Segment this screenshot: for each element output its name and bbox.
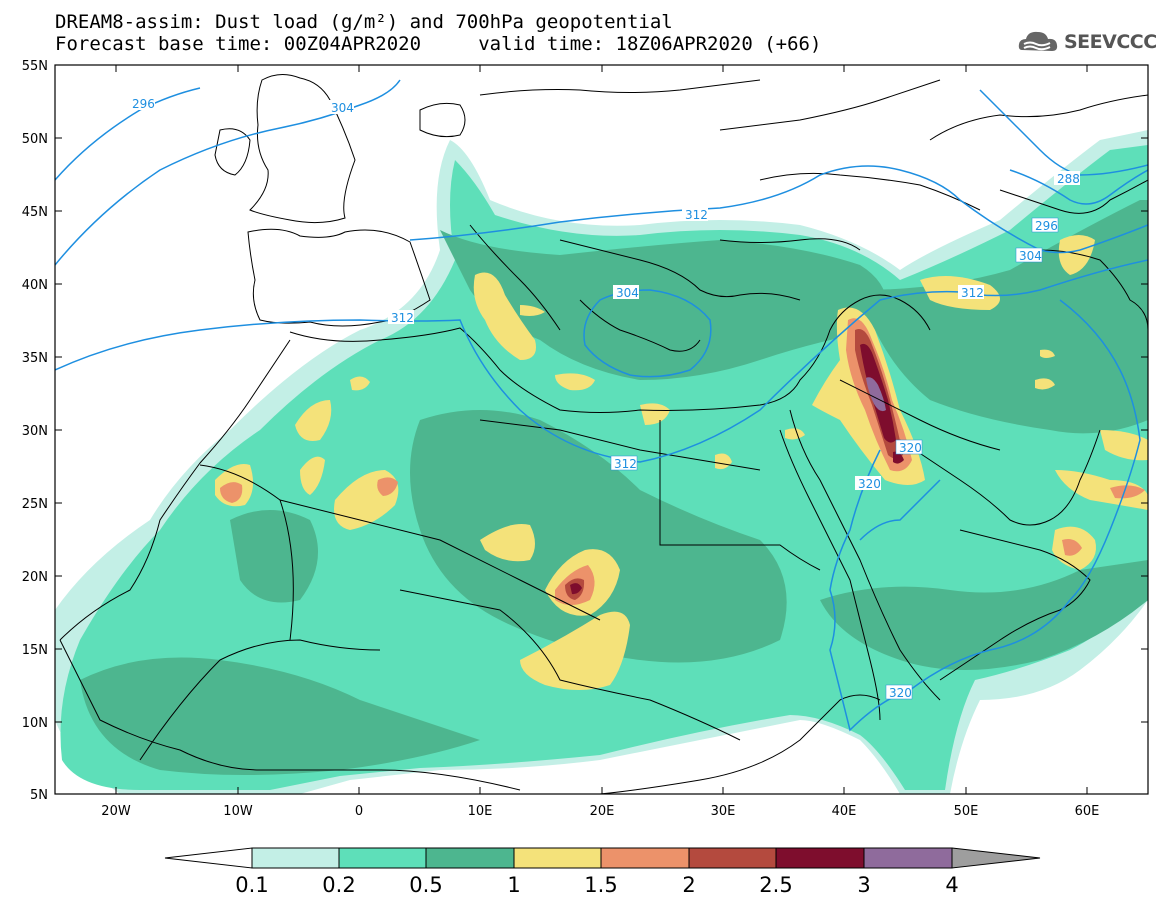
- colorbar-swatch: [775, 847, 865, 869]
- lat-label: 15N: [22, 643, 48, 658]
- colorbar-label: 3: [857, 873, 870, 897]
- lat-label: 40N: [22, 278, 48, 293]
- colorbar-swatch: [338, 847, 427, 869]
- colorbar-swatch: [425, 847, 515, 869]
- contour-label: 304: [331, 101, 354, 115]
- latitude-labels: 55N 50N 45N 40N 35N 30N 25N 20N 15N 10N …: [22, 59, 48, 803]
- cloud-icon: [1018, 31, 1058, 51]
- colorbar-min-arrow: [164, 847, 253, 869]
- lon-label: 0: [355, 804, 363, 819]
- contour-labels: 296 304 312 312 312 304 320 320 320 288 …: [129, 96, 1080, 700]
- map-title: DREAM8-assim: Dust load (g/m²) and 700hP…: [55, 11, 673, 33]
- lat-label: 10N: [22, 716, 48, 731]
- lat-label: 35N: [22, 351, 48, 366]
- seevccc-logo: SEEVCCC: [1016, 26, 1157, 58]
- colorbar-labels: 0.1 0.2 0.5 1 1.5 2 2.5 3 4: [235, 873, 958, 897]
- colorbar-label: 0.2: [322, 873, 355, 897]
- forecast-times: Forecast base time: 00Z04APR2020 valid t…: [55, 33, 822, 55]
- axis-ticks: [55, 64, 1148, 794]
- lat-label: 50N: [22, 132, 48, 147]
- lon-label: 60E: [1075, 804, 1100, 819]
- dust-region-purple: [866, 377, 886, 412]
- colorbar-swatch: [513, 847, 602, 869]
- lon-label: 20W: [101, 804, 131, 819]
- contour-label: 304: [1019, 249, 1042, 263]
- colorbar-label: 1.5: [584, 873, 617, 897]
- colorbar-label: 0.1: [235, 873, 268, 897]
- longitude-labels: 20W 10W 0 10E 20E 30E 40E 50E 60E: [101, 804, 1099, 819]
- lon-label: 20E: [590, 804, 615, 819]
- colorbar-label: 1: [507, 873, 520, 897]
- contour-label: 320: [899, 441, 922, 455]
- contour-label: 296: [1035, 219, 1058, 233]
- contour-label: 312: [391, 311, 414, 325]
- logo-text: SEEVCCC: [1064, 31, 1157, 53]
- colorbar-swatch: [600, 847, 690, 869]
- contour-label: 312: [614, 457, 637, 471]
- lat-label: 25N: [22, 497, 48, 512]
- colorbar-swatch: [251, 847, 340, 869]
- colorbar-label: 0.5: [409, 873, 442, 897]
- colorbar-swatch: [688, 847, 777, 869]
- lon-label: 50E: [954, 804, 979, 819]
- colorbar-swatch: [863, 847, 953, 869]
- contour-label: 320: [858, 477, 881, 491]
- lat-label: 30N: [22, 424, 48, 439]
- lon-label: 10E: [468, 804, 493, 819]
- lat-label: 20N: [22, 570, 48, 585]
- colorbar-label: 2: [682, 873, 695, 897]
- lat-label: 5N: [30, 788, 48, 803]
- dust-field: [55, 65, 1148, 794]
- colorbar-max-arrow: [951, 847, 1041, 869]
- lon-label: 10W: [223, 804, 253, 819]
- colorbar: [164, 847, 1041, 869]
- lat-label: 45N: [22, 205, 48, 220]
- contour-label: 312: [685, 208, 708, 222]
- contour-label: 320: [889, 686, 912, 700]
- lon-label: 40E: [832, 804, 857, 819]
- colorbar-label: 4: [945, 873, 958, 897]
- lat-label: 55N: [22, 59, 48, 74]
- contour-label: 312: [961, 286, 984, 300]
- lon-label: 30E: [711, 804, 736, 819]
- contour-label: 304: [616, 286, 639, 300]
- contour-label: 296: [132, 97, 155, 111]
- colorbar-label: 2.5: [759, 873, 792, 897]
- contour-label: 288: [1057, 172, 1080, 186]
